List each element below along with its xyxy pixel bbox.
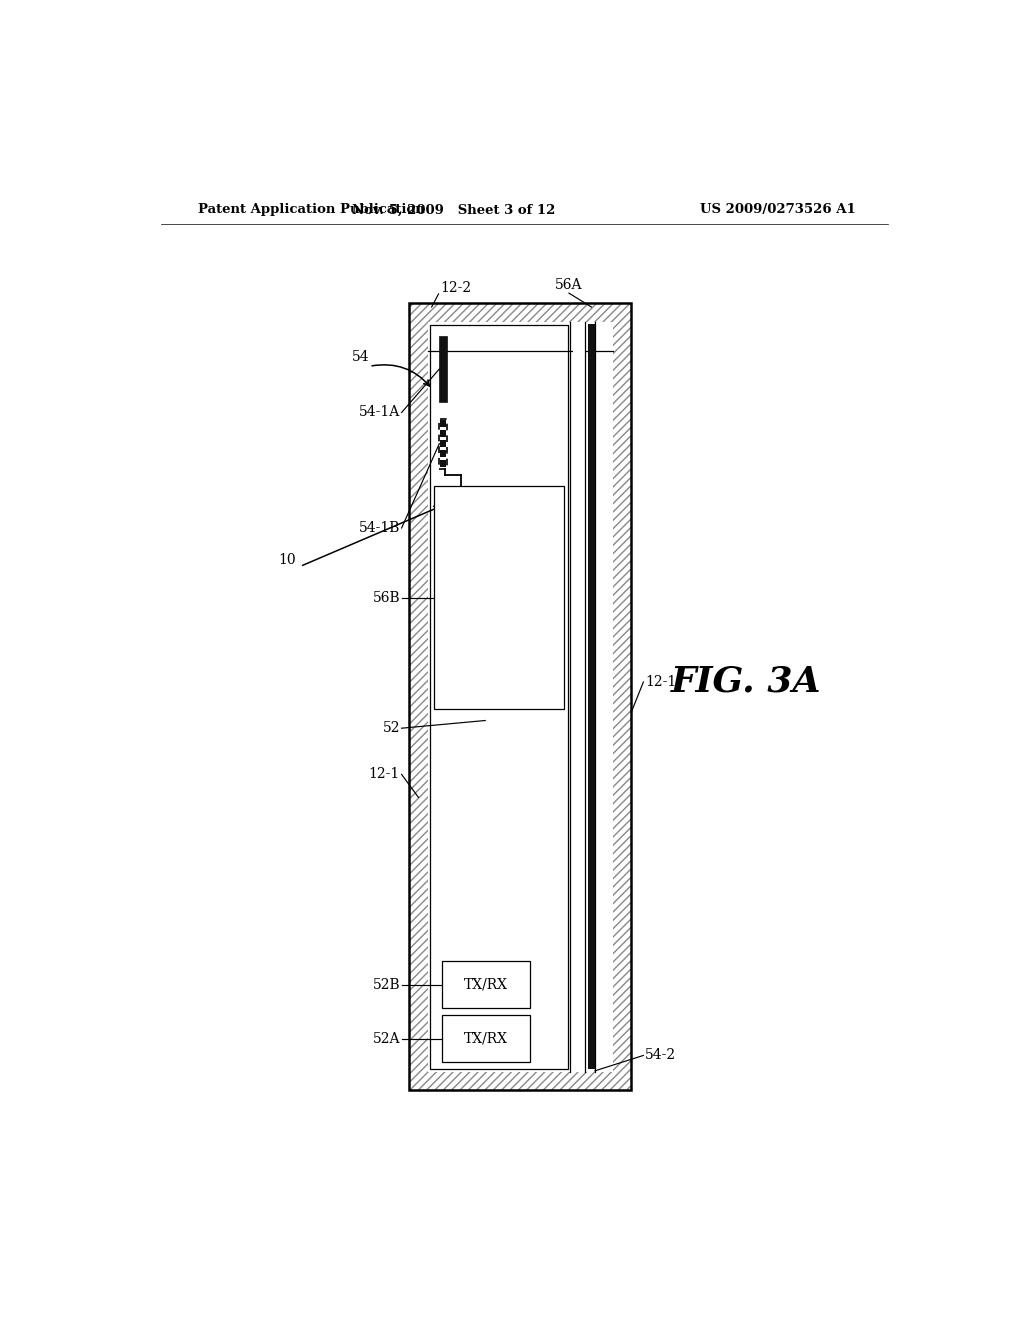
Text: 54-1B: 54-1B (358, 521, 400, 535)
Text: 52B: 52B (373, 978, 400, 991)
Bar (430, 325, 568, 1069)
Text: 56A: 56A (555, 279, 583, 293)
Text: 12-1: 12-1 (645, 675, 676, 689)
Text: 12-2: 12-2 (440, 281, 471, 294)
Text: 52: 52 (383, 721, 400, 735)
Bar (410, 304, 631, 1090)
Text: FIG. 3A: FIG. 3A (672, 665, 822, 700)
Text: TX/RX: TX/RX (464, 1031, 508, 1045)
Bar (439, 418, 447, 469)
Bar (440, 450, 446, 457)
Text: 10: 10 (279, 553, 296, 568)
Text: 54: 54 (351, 350, 370, 364)
Bar (441, 1015, 530, 1063)
Text: Nov. 5, 2009   Sheet 3 of 12: Nov. 5, 2009 Sheet 3 of 12 (352, 203, 556, 216)
Text: Patent Application Publication: Patent Application Publication (198, 203, 424, 216)
Bar (440, 420, 446, 428)
Bar (439, 337, 447, 401)
Text: 54-2: 54-2 (645, 1048, 676, 1063)
Bar (440, 430, 446, 437)
Bar (441, 961, 530, 1008)
Bar (588, 323, 595, 1069)
Bar (573, 323, 585, 1071)
Bar (428, 322, 612, 1072)
Bar (410, 304, 631, 1090)
Text: 12-1: 12-1 (369, 767, 400, 781)
Text: US 2009/0273526 A1: US 2009/0273526 A1 (700, 203, 856, 216)
Text: 56B: 56B (373, 590, 400, 605)
Text: TX/RX: TX/RX (464, 978, 508, 991)
Bar (440, 441, 446, 447)
Bar (434, 487, 564, 709)
Bar (440, 461, 446, 467)
Text: 54-1A: 54-1A (358, 405, 400, 420)
Text: 52A: 52A (373, 1031, 400, 1045)
